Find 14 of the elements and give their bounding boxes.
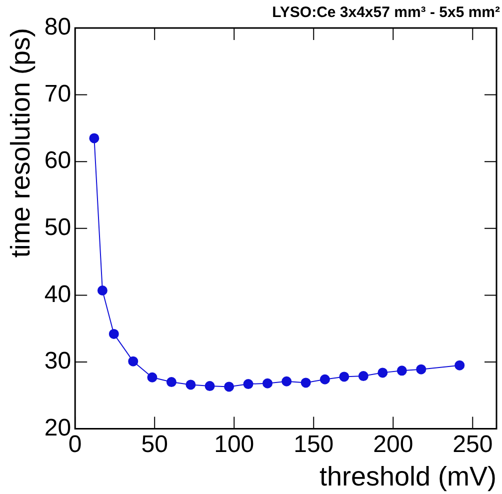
y-tick-label: 50: [44, 214, 72, 242]
y-tick-label: 70: [44, 80, 72, 108]
x-tick-label: 100: [214, 430, 254, 458]
x-tick-label: 150: [294, 430, 334, 458]
x-tick-label: 50: [141, 430, 168, 458]
x-axis-title: threshold (mV): [319, 461, 496, 492]
y-tick-label: 80: [44, 14, 72, 41]
y-tick-label: 40: [44, 280, 72, 308]
x-tick-label: 200: [373, 430, 414, 458]
y-tick-label: 60: [44, 147, 72, 174]
x-tick-label: 250: [452, 430, 493, 458]
y-tick-label: 30: [44, 348, 72, 375]
y-axis-title: time resolution (ps): [6, 28, 36, 258]
chart-title: LYSO:Ce 3x4x57 mm³ - 5x5 mm²: [272, 4, 500, 22]
